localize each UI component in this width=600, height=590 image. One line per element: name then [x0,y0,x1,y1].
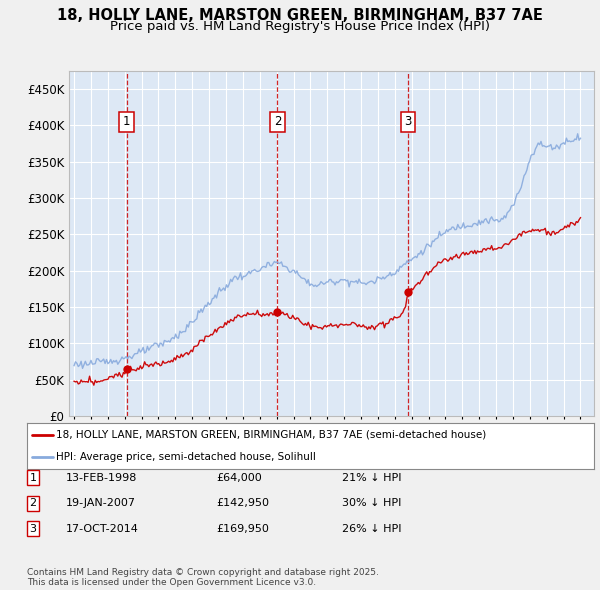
Text: 19-JAN-2007: 19-JAN-2007 [66,499,136,508]
Text: 18, HOLLY LANE, MARSTON GREEN, BIRMINGHAM, B37 7AE: 18, HOLLY LANE, MARSTON GREEN, BIRMINGHA… [57,8,543,22]
Text: 18, HOLLY LANE, MARSTON GREEN, BIRMINGHAM, B37 7AE (semi-detached house): 18, HOLLY LANE, MARSTON GREEN, BIRMINGHA… [56,430,487,440]
Text: Price paid vs. HM Land Registry's House Price Index (HPI): Price paid vs. HM Land Registry's House … [110,20,490,33]
Text: 1: 1 [29,473,37,483]
Text: 17-OCT-2014: 17-OCT-2014 [66,524,139,533]
Text: 21% ↓ HPI: 21% ↓ HPI [342,473,401,483]
Text: 2: 2 [29,499,37,508]
Text: 26% ↓ HPI: 26% ↓ HPI [342,524,401,533]
Text: £169,950: £169,950 [216,524,269,533]
Text: £64,000: £64,000 [216,473,262,483]
Text: £142,950: £142,950 [216,499,269,508]
Text: 2: 2 [274,115,281,128]
Text: 3: 3 [404,115,412,128]
Text: HPI: Average price, semi-detached house, Solihull: HPI: Average price, semi-detached house,… [56,452,316,462]
Text: 3: 3 [29,524,37,533]
Text: 1: 1 [123,115,130,128]
Text: 13-FEB-1998: 13-FEB-1998 [66,473,137,483]
Text: 30% ↓ HPI: 30% ↓ HPI [342,499,401,508]
Text: Contains HM Land Registry data © Crown copyright and database right 2025.
This d: Contains HM Land Registry data © Crown c… [27,568,379,587]
